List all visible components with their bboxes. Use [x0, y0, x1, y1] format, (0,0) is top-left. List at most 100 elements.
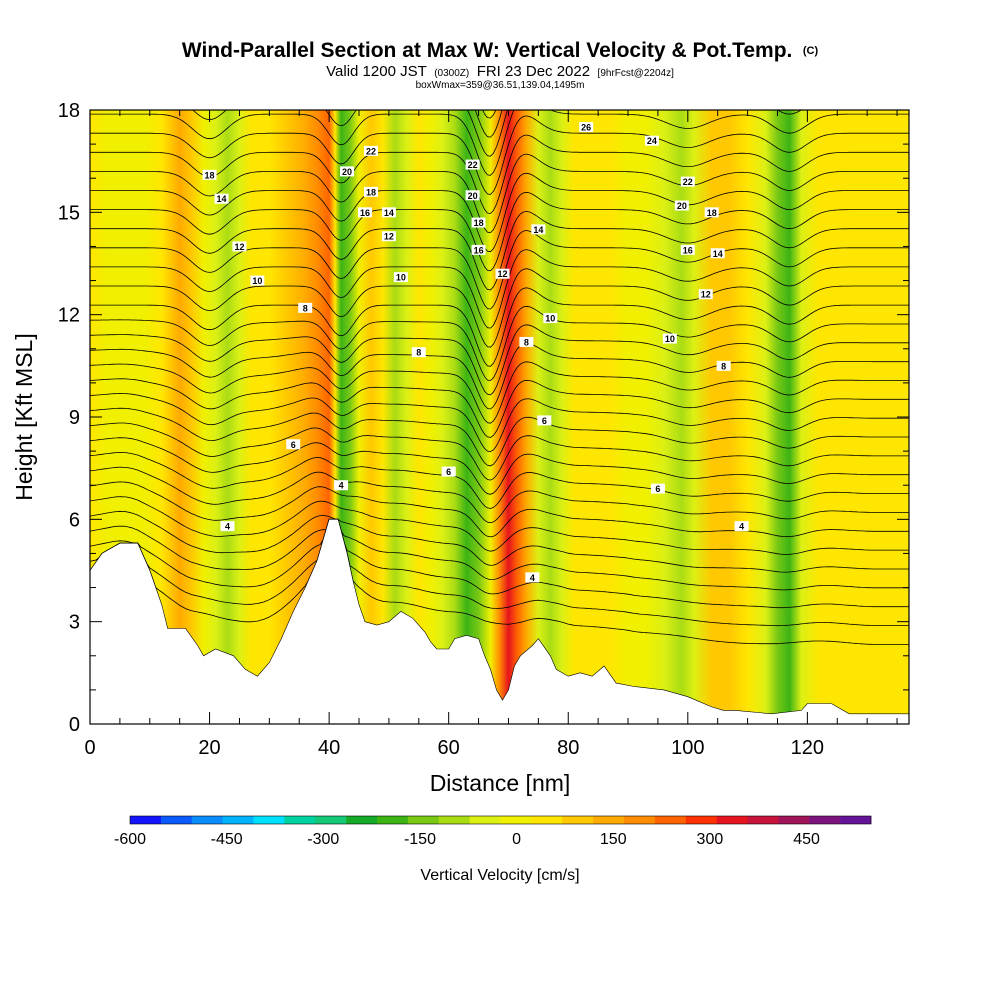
colorbar-swatch	[685, 816, 717, 824]
contour-label: 18	[704, 207, 719, 218]
contour-label-text: 14	[384, 208, 394, 218]
y-tick-label: 0	[69, 714, 80, 736]
contour-label-text: 8	[524, 337, 529, 347]
colorbar-swatch	[469, 816, 501, 824]
colorbar: -600 -450 -300 -150 0 150 300 450	[114, 815, 872, 848]
contour-label-text: 6	[655, 484, 660, 494]
contour-label: 14	[214, 193, 229, 204]
contour-label: 6	[286, 439, 301, 450]
contour-label-text: 26	[581, 123, 591, 133]
isentrope-line	[90, 496, 909, 555]
contour-label-text: 10	[545, 314, 555, 324]
contour-label: 14	[381, 207, 396, 218]
contour-label: 6	[650, 483, 665, 494]
contour-label-text: 6	[446, 467, 451, 477]
colorbar-swatch	[716, 816, 748, 824]
y-tick-label: 15	[58, 202, 80, 224]
contour-label: 20	[465, 190, 480, 201]
contour-label-bg	[340, 166, 355, 177]
potential-temperature-contours	[90, 110, 909, 645]
isentrope-line	[192, 110, 802, 157]
contour-label-text: 24	[647, 136, 657, 146]
x-tick-label: 20	[198, 737, 220, 759]
contour-label-text: 14	[713, 249, 723, 259]
contour-label-bg	[710, 248, 725, 259]
isentrope-line	[90, 378, 909, 438]
contour-label: 26	[579, 122, 594, 133]
isentrope-line	[474, 110, 503, 138]
contour-label-bg	[381, 231, 396, 242]
isentrope-line	[90, 422, 909, 481]
contour-label-text: 10	[252, 276, 262, 286]
contour-label-bg	[734, 521, 749, 532]
contour-label: 18	[471, 217, 486, 228]
contour-label: 22	[680, 176, 695, 187]
isentrope-line	[90, 249, 909, 329]
contour-label-bg	[662, 333, 677, 344]
isentrope-line	[90, 287, 909, 367]
contour-label-bg	[334, 480, 349, 491]
contour-label: 16	[680, 244, 695, 255]
contour-label-text: 8	[721, 361, 726, 371]
plot-area: 18 14 12 10 8 6 4 4 20 22 18 16 14 12 10 8 6 22 20 18 16 12 14…	[90, 110, 909, 724]
contour-label-text: 4	[530, 573, 535, 583]
contour-label-text: 12	[234, 242, 244, 252]
contour-label-text: 22	[468, 160, 478, 170]
contour-label-bg	[363, 186, 378, 197]
isentrope-line	[90, 191, 909, 272]
isentrope-line	[90, 451, 909, 509]
y-tick-label: 18	[58, 100, 80, 122]
contour-label-bg	[381, 207, 396, 218]
contour-label: 6	[441, 466, 456, 477]
colorbar-swatch	[654, 816, 687, 824]
isentrope-line	[90, 268, 909, 348]
contour-label-bg	[220, 521, 235, 532]
contour-label-text: 18	[366, 187, 376, 197]
contour-label-text: 10	[665, 334, 675, 344]
contour-label: 8	[519, 336, 534, 347]
colorbar-swatch	[407, 816, 440, 824]
colorbar-swatch	[531, 816, 563, 824]
colorbar-swatch	[593, 816, 625, 824]
contour-label-text: 16	[474, 245, 484, 255]
contour-label-text: 18	[474, 218, 484, 228]
contour-label: 10	[393, 272, 408, 283]
contour-label-text: 12	[384, 232, 394, 242]
chart-subtitle-box: boxWmax=359@36.51,139.04,1495m	[416, 80, 585, 91]
contour-label-bg	[698, 289, 713, 300]
contour-label-bg	[232, 241, 247, 252]
contour-label-bg	[214, 193, 229, 204]
isentrope-line	[90, 481, 909, 538]
contour-label: 4	[334, 480, 349, 491]
contour-label-bg	[363, 145, 378, 156]
contour-label-text: 20	[468, 191, 478, 201]
contour-label-bg	[298, 302, 313, 313]
colorbar-swatch	[562, 816, 594, 824]
contour-label-bg	[537, 415, 552, 426]
contour-label-bg	[543, 313, 558, 324]
colorbar-swatch	[253, 816, 285, 824]
isentrope-line	[90, 437, 909, 495]
contour-label: 18	[363, 186, 378, 197]
colorbar-tick-label: 300	[697, 831, 724, 848]
colorbar-swatch	[438, 816, 470, 824]
x-tick-label: 40	[318, 737, 340, 759]
contour-label: 20	[674, 200, 689, 211]
isentrope-line	[90, 361, 909, 424]
contour-label-text: 4	[739, 522, 744, 532]
isentrope-line	[90, 518, 909, 627]
y-tick-label: 6	[69, 509, 80, 531]
colorbar-swatch	[222, 816, 254, 824]
contour-label-bg	[393, 272, 408, 283]
contour-label-bg	[519, 336, 534, 347]
contour-label-bg	[411, 347, 426, 358]
contour-labels: 18 14 12 10 8 6 4 4 20 22 18 16 14 12 10 8 6 22 20 18 16 12 14…	[202, 122, 749, 583]
contour-label: 14	[710, 248, 725, 259]
colorbar-swatch	[747, 816, 779, 824]
colorbar-swatch	[191, 816, 223, 824]
isentrope-line	[90, 510, 909, 573]
colorbar-tick-label: -150	[404, 831, 436, 848]
contour-label: 16	[471, 244, 486, 255]
contour-label-text: 20	[342, 167, 352, 177]
